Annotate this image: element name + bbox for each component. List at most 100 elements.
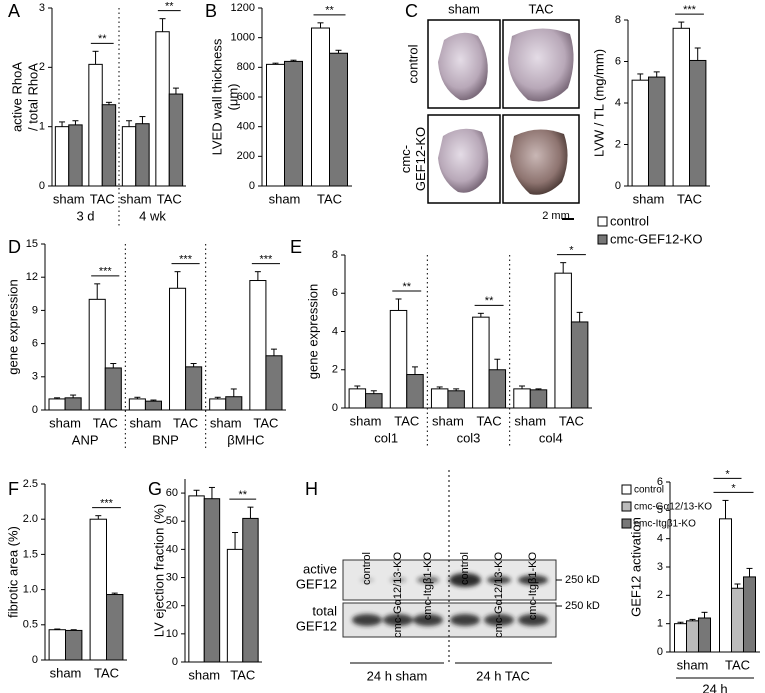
lane-label: cmc-Gα12/13-KO [392,552,404,638]
row-label: GEF12-KO [413,127,428,191]
legend-label: control [634,485,664,496]
panel-label: H [305,479,318,499]
y-tick-label: 60 [166,487,178,499]
error-bar [92,50,99,65]
bar [698,617,711,653]
bar [686,620,699,653]
y-tick-label: 1.0 [23,584,38,596]
x-tick-label: sham [50,665,82,680]
bar [168,93,184,187]
error-bar [395,298,402,311]
x-tick-label: sham [53,191,85,206]
group-label: βMHC [227,432,264,447]
y-tick-label: 1000 [231,32,255,44]
significance-label: * [731,482,736,494]
y-tick-label: 0 [332,402,338,414]
error-bar [317,22,324,29]
error-bar [436,386,443,389]
error-bar [689,618,696,621]
y-tick-label: 2 [615,138,621,150]
y-axis-label: LVED wall thickness [209,38,224,155]
bar [648,76,666,187]
group-label: 3 d [76,208,94,223]
y-tick-label: 0 [172,656,178,668]
error-bar [94,283,101,300]
y-tick-label: 0 [32,654,38,666]
x-tick-label: TAC [677,191,702,206]
bar [488,369,507,409]
bar [88,63,103,187]
y-tick-label: 0 [615,180,621,192]
row-label: control [405,44,420,83]
row-label: GEF12 [296,576,337,591]
lane-label: cmc-Gα12/13-KO [493,552,505,638]
bar [266,63,285,187]
significance-label: ** [325,5,334,17]
significance-label: ** [402,281,411,293]
bar [689,59,707,187]
bar [106,594,124,661]
y-tick-label: 600 [237,91,255,103]
error-bar [139,116,146,124]
legend-label: cmc-Itgβ1-KO [634,519,696,530]
error-bar [653,71,660,78]
marker-label: 250 kD [565,600,600,612]
y-tick-label: 4 [332,325,338,337]
error-bar [95,515,102,520]
bar [529,389,548,409]
x-tick-label: sham [432,413,464,428]
y-axis-label: LVW / TL (mg/mm) [591,49,606,157]
bar [447,390,465,409]
bar [389,309,408,409]
legend-swatch [621,484,632,495]
column-label: sham [448,1,480,16]
y-tick-label: 1200 [231,2,255,14]
bar [64,397,82,411]
legend-label: cmc-GEF12-KO [610,231,702,246]
error-bar [70,629,77,631]
y-axis-label: (μm) [225,84,240,111]
y-tick-label: 4 [657,533,663,545]
condition-label: 24 h sham [367,668,428,683]
y-tick-label: 1 [39,121,45,133]
bar [155,31,170,187]
significance-label: *** [99,266,113,278]
x-tick-label: TAC [230,667,255,682]
bar [311,27,330,187]
legend-swatch [597,216,608,227]
x-tick-label: sham [350,413,382,428]
error-bar [722,499,729,519]
error-bar [701,611,708,618]
y-tick-label: 20 [166,600,178,612]
y-tick-label: 2 [332,364,338,376]
y-tick-label: 8 [615,14,621,26]
error-bar [494,358,501,370]
lane-label: control [459,552,471,585]
y-tick-label: 0 [39,180,45,192]
group-label: 4 wk [139,208,166,223]
y-axis-label: LV ejection fraction (%) [151,504,166,637]
y-tick-label: 3 [657,561,663,573]
error-bar [746,567,753,577]
error-bar [59,121,66,127]
y-tick-label: 10 [166,628,178,640]
error-bar [519,385,526,389]
legend-swatch [621,501,632,512]
y-tick-label: 40 [166,543,178,555]
bar [185,366,203,411]
error-bar [54,628,61,630]
bar [188,495,205,663]
error-bar [370,390,377,394]
error-bar [477,312,484,318]
bar [631,79,649,187]
condition-label: 24 h TAC [476,668,530,683]
bar [406,374,424,409]
y-tick-label: 1 [657,618,663,630]
error-bar [193,489,200,496]
error-bar [54,397,61,399]
bar [570,321,589,409]
x-tick-label: TAC [725,657,750,672]
panel-label: C [405,1,418,21]
error-bar [272,62,279,65]
x-tick-label: TAC [394,413,419,428]
